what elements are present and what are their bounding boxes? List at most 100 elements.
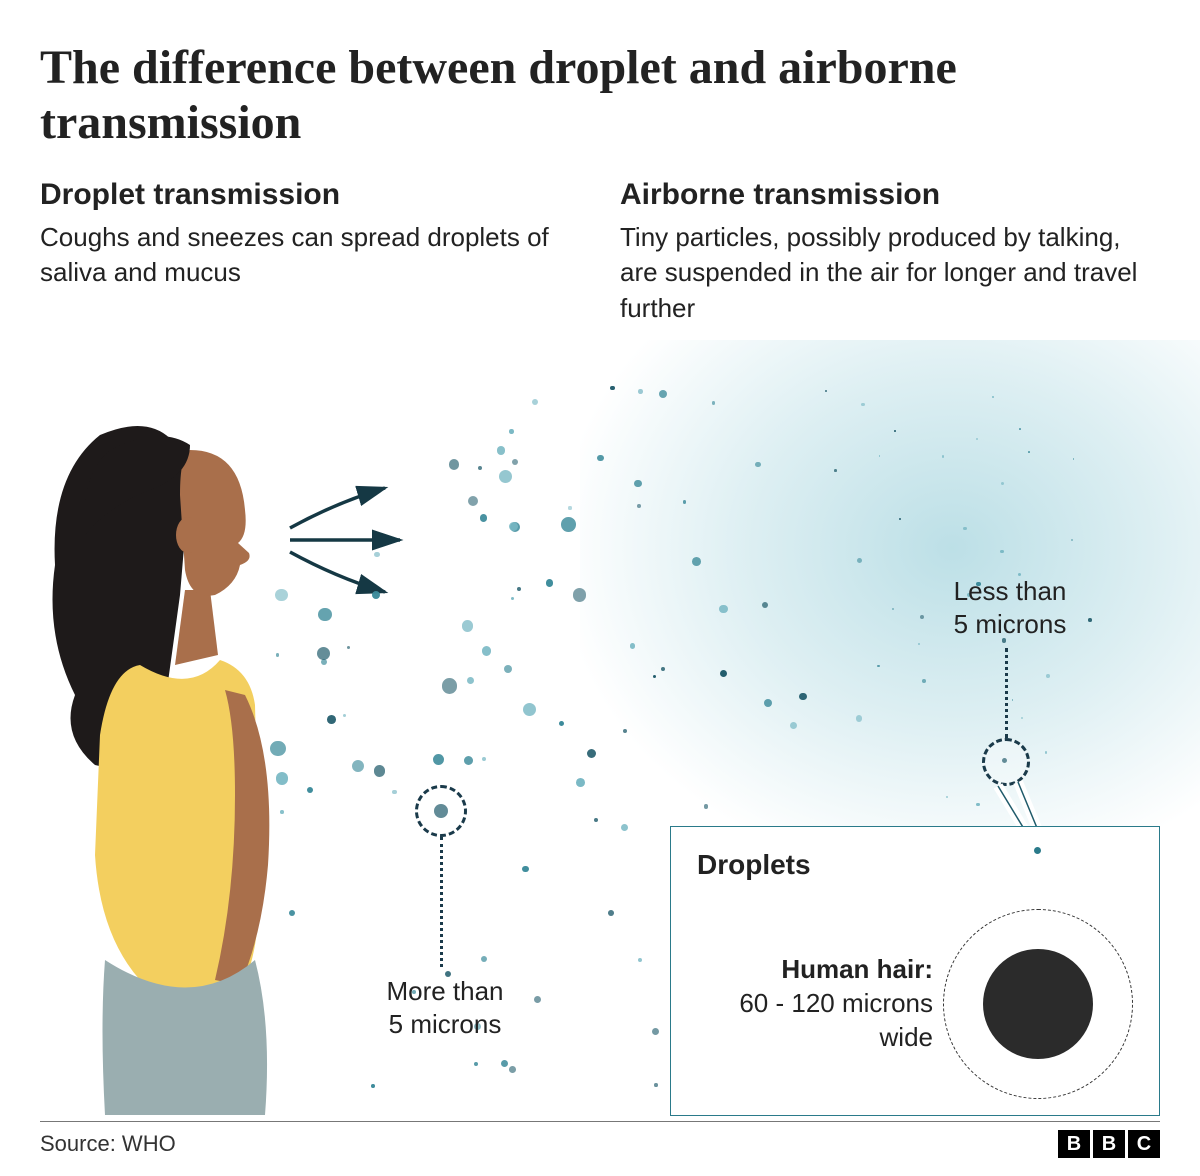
callout-less-circle [982, 738, 1030, 786]
droplet [762, 602, 768, 608]
droplet [509, 522, 518, 531]
droplet [652, 1028, 659, 1035]
droplet [1000, 550, 1003, 553]
droplet [755, 462, 760, 467]
left-column: Droplet transmission Coughs and sneezes … [40, 178, 580, 325]
inset-hair-rest: 60 - 120 microns wide [739, 988, 933, 1052]
droplet [610, 386, 614, 390]
callout-more-label: More than 5 microns [350, 975, 540, 1040]
droplet [501, 1060, 508, 1067]
right-desc: Tiny particles, possibly produced by tal… [620, 220, 1160, 325]
droplet [347, 646, 350, 649]
droplet [1028, 451, 1030, 453]
droplet [963, 527, 967, 531]
droplet [946, 796, 948, 798]
droplet [352, 760, 364, 772]
droplet [877, 665, 880, 668]
bbc-letter-2: B [1093, 1130, 1125, 1158]
droplet [321, 659, 328, 666]
droplet [509, 1066, 516, 1073]
droplet [899, 518, 901, 520]
source-label: Source: WHO [40, 1131, 176, 1157]
right-heading: Airborne transmission [620, 178, 1160, 212]
droplet [482, 757, 487, 762]
droplet [894, 430, 896, 432]
droplet [976, 438, 978, 440]
left-desc: Coughs and sneezes can spread droplets o… [40, 220, 580, 290]
droplet [1001, 482, 1004, 485]
droplet [568, 506, 571, 509]
droplet [790, 722, 797, 729]
droplet [512, 459, 518, 465]
droplet [467, 677, 474, 684]
hair-inner-circle [983, 949, 1093, 1059]
left-heading: Droplet transmission [40, 178, 580, 212]
inset-tiny-droplet [1034, 847, 1041, 854]
right-column: Airborne transmission Tiny particles, po… [620, 178, 1160, 325]
callout-more-circle [415, 785, 467, 837]
bbc-letter-3: C [1128, 1130, 1160, 1158]
droplet [879, 455, 881, 457]
droplet [621, 824, 628, 831]
droplet [922, 679, 926, 683]
droplet [372, 591, 380, 599]
droplet [480, 514, 488, 522]
droplet [468, 496, 478, 506]
droplet [442, 678, 458, 694]
droplet [892, 608, 894, 610]
droplet [449, 459, 460, 470]
columns: Droplet transmission Coughs and sneezes … [40, 178, 1160, 325]
droplet [659, 390, 667, 398]
droplet [992, 396, 995, 399]
droplet [276, 772, 289, 785]
droplet [511, 597, 514, 600]
callout-less-label: Less than 5 microns [910, 575, 1110, 640]
droplet [532, 399, 538, 405]
droplet [661, 667, 665, 671]
hair-comparison [943, 909, 1133, 1099]
droplet [478, 466, 482, 470]
main-title: The difference between droplet and airbo… [40, 40, 1160, 150]
droplet [464, 756, 474, 766]
droplet [638, 958, 643, 963]
droplet [307, 787, 313, 793]
droplet [799, 693, 806, 700]
droplet [719, 605, 727, 613]
droplet [857, 558, 862, 563]
droplet [1012, 699, 1014, 701]
droplet [318, 608, 332, 622]
callout-more-line [440, 837, 443, 967]
droplet [474, 1062, 478, 1066]
droplet [1019, 428, 1021, 430]
droplet [1071, 539, 1073, 541]
droplet [504, 665, 512, 673]
droplet [371, 1084, 375, 1088]
droplet [462, 620, 474, 632]
callout-less-line [1005, 648, 1008, 738]
droplet [1045, 751, 1048, 754]
droplet [482, 646, 491, 655]
droplet [608, 910, 614, 916]
droplet [392, 790, 396, 794]
droplet [523, 703, 536, 716]
droplet [280, 810, 284, 814]
droplet [918, 643, 920, 645]
droplet [712, 401, 716, 405]
droplet [634, 480, 641, 487]
droplet [623, 729, 627, 733]
droplet [343, 714, 346, 717]
droplet [638, 389, 643, 394]
droplet [374, 552, 380, 558]
droplet [1073, 458, 1075, 460]
droplet [270, 741, 286, 757]
droplet [594, 818, 598, 822]
droplet [861, 403, 865, 407]
droplet [942, 455, 944, 457]
droplet [517, 587, 521, 591]
droplet [275, 589, 287, 601]
droplet [597, 455, 603, 461]
droplet [1021, 717, 1023, 719]
droplet [704, 804, 708, 808]
bbc-logo: B B C [1058, 1130, 1160, 1158]
droplet [654, 1083, 658, 1087]
